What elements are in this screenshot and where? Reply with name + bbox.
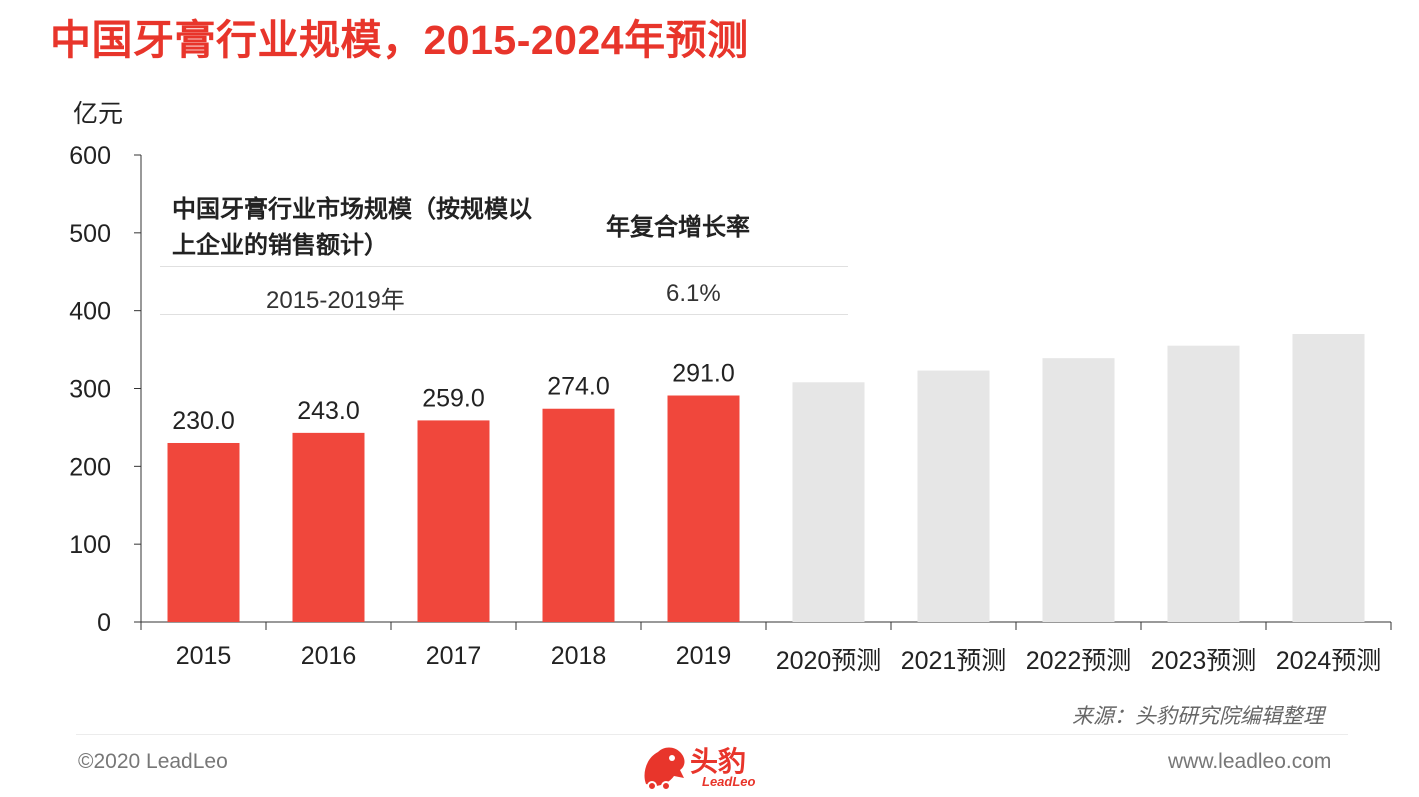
source-note: 来源：头豹研究院编辑整理 [1072,705,1324,728]
bar-actual [417,420,490,622]
y-tick-label: 600 [69,142,111,170]
x-tick-label: 2018 [551,642,607,670]
table-divider [160,266,848,267]
bar-forecast [1292,334,1365,622]
bar-actual [667,395,740,622]
table-header-metric: 中国牙膏行业市场规模（按规模以上企业的销售额计） [172,196,532,259]
copyright: ©2020 LeadLeo [78,750,228,773]
logo-subtitle: LeadLeo [702,774,756,789]
bar-forecast [1167,345,1240,622]
bar-forecast [792,382,865,622]
x-tick-label: 2021预测 [901,647,1007,675]
x-tick-label: 2023预测 [1151,647,1257,675]
x-tick-label: 2024预测 [1276,647,1382,675]
x-tick-label: 2020预测 [776,647,882,675]
data-label: 243.0 [297,397,360,425]
table-divider [160,314,848,315]
x-tick-label: 2015 [176,642,232,670]
bar-actual [542,408,615,622]
y-axis-unit: 亿元 [73,100,124,128]
bar-chart: 0 100 200 300 400 500 600 2015 230.0 2016 243.0 201… [69,142,1392,675]
logo-name: 头豹 [690,746,747,777]
bar-actual [167,442,240,622]
x-tick-label: 2017 [426,642,482,670]
y-tick-label: 300 [69,376,111,404]
y-tick-label: 400 [69,298,111,326]
data-label: 291.0 [672,360,735,388]
bar-forecast [917,370,990,622]
website-link[interactable]: www.leadleo.com [1168,750,1332,773]
y-tick-label: 200 [69,453,111,481]
data-label: 259.0 [422,384,485,412]
table-cagr-value: 6.1% [666,280,721,307]
footer-divider [76,734,1348,735]
table-header-cagr: 年复合增长率 [606,214,750,241]
table-period: 2015-2019年 [266,287,405,314]
leopard-icon [644,747,685,791]
x-tick-label: 2019 [676,642,732,670]
y-tick-label: 0 [97,609,111,637]
bar-actual [292,432,365,622]
data-label: 274.0 [547,373,610,401]
y-tick-label: 100 [69,531,111,559]
page-title: 中国牙膏行业规模，2015-2024年预测 [50,17,749,63]
y-tick-label: 500 [69,220,111,248]
data-label: 230.0 [172,407,235,435]
x-tick-label: 2022预测 [1026,647,1132,675]
brand-logo: 头豹 LeadLeo [640,740,790,795]
x-tick-label: 2016 [301,642,357,670]
bar-forecast [1042,358,1115,622]
